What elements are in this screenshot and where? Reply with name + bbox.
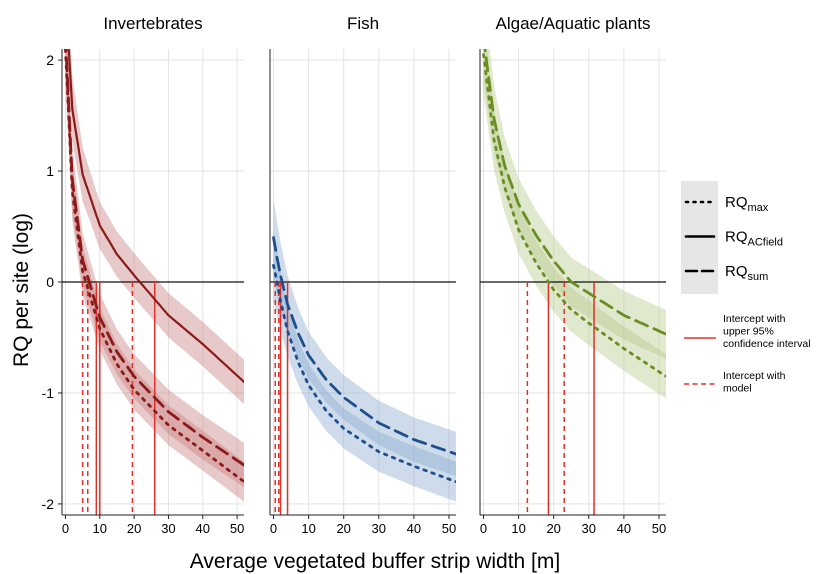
series-RQmax [482, 53, 666, 378]
legend-intercept-label: upper 95% [723, 326, 774, 338]
y-tick-label: 0 [46, 274, 54, 290]
x-tick-label: 40 [407, 521, 421, 536]
series-RQsum [272, 236, 456, 456]
x-tick-label: 30 [372, 521, 386, 536]
x-tick-label: 50 [652, 521, 666, 536]
legend-intercept-label: Intercept with [723, 313, 786, 325]
y-axis-label: RQ per site (log) [10, 213, 33, 367]
x-axis-label: Average vegetated buffer strip width [m] [190, 550, 560, 573]
x-tick-label: 30 [161, 521, 175, 536]
legend-intercept-label: confidence interval [723, 338, 811, 350]
x-tick-label: 10 [301, 521, 315, 536]
band-RQmax [273, 229, 456, 502]
x-tick-label: 40 [196, 521, 210, 536]
x-tick-label: 30 [582, 521, 596, 536]
series-RQmax [64, 49, 244, 484]
x-tick-label: 20 [127, 521, 141, 536]
series-RQsum [64, 49, 244, 467]
legend-label-max: RQmax [725, 194, 769, 214]
y-tick-label: -2 [42, 496, 55, 512]
x-tick-label: 0 [62, 521, 69, 536]
plot-area [480, 49, 666, 515]
series-RQmax [272, 263, 456, 484]
x-tick-label: 40 [617, 521, 631, 536]
x-tick-label: 20 [336, 521, 350, 536]
x-tick-label: 50 [230, 521, 244, 536]
panel-title: Invertebrates [103, 14, 202, 33]
panel-algae: Algae/Aquatic plants 0 10 20 30 40 50 [479, 14, 666, 536]
series-RQsum [483, 49, 666, 336]
x-tick-label: 10 [511, 521, 525, 536]
x-tick-label: 50 [442, 521, 456, 536]
y-tick-label: 2 [46, 52, 54, 68]
series-RQACfield [67, 49, 244, 383]
legend-label-ACfield: RQACfield [725, 229, 783, 249]
x-tick-label: 0 [480, 521, 487, 536]
panel-title: Fish [347, 14, 379, 33]
panel-title: Algae/Aquatic plants [496, 14, 651, 33]
panel-fish: Fish 0 10 20 30 40 50 [269, 14, 456, 536]
y-tick-label: 1 [46, 163, 54, 179]
x-tick-label: 10 [93, 521, 107, 536]
x-tick-label: 0 [270, 521, 277, 536]
x-tick-label: 20 [546, 521, 560, 536]
plot-area [62, 49, 244, 515]
band-RQsum [483, 49, 666, 359]
legend-intercept-label: model [723, 383, 752, 395]
plot-area [270, 197, 456, 515]
legend-intercept-label: Intercept with [723, 370, 786, 382]
band-RQACfield [66, 49, 244, 404]
legend-label-sum: RQsum [725, 263, 768, 283]
y-tick-label: -1 [42, 385, 55, 401]
